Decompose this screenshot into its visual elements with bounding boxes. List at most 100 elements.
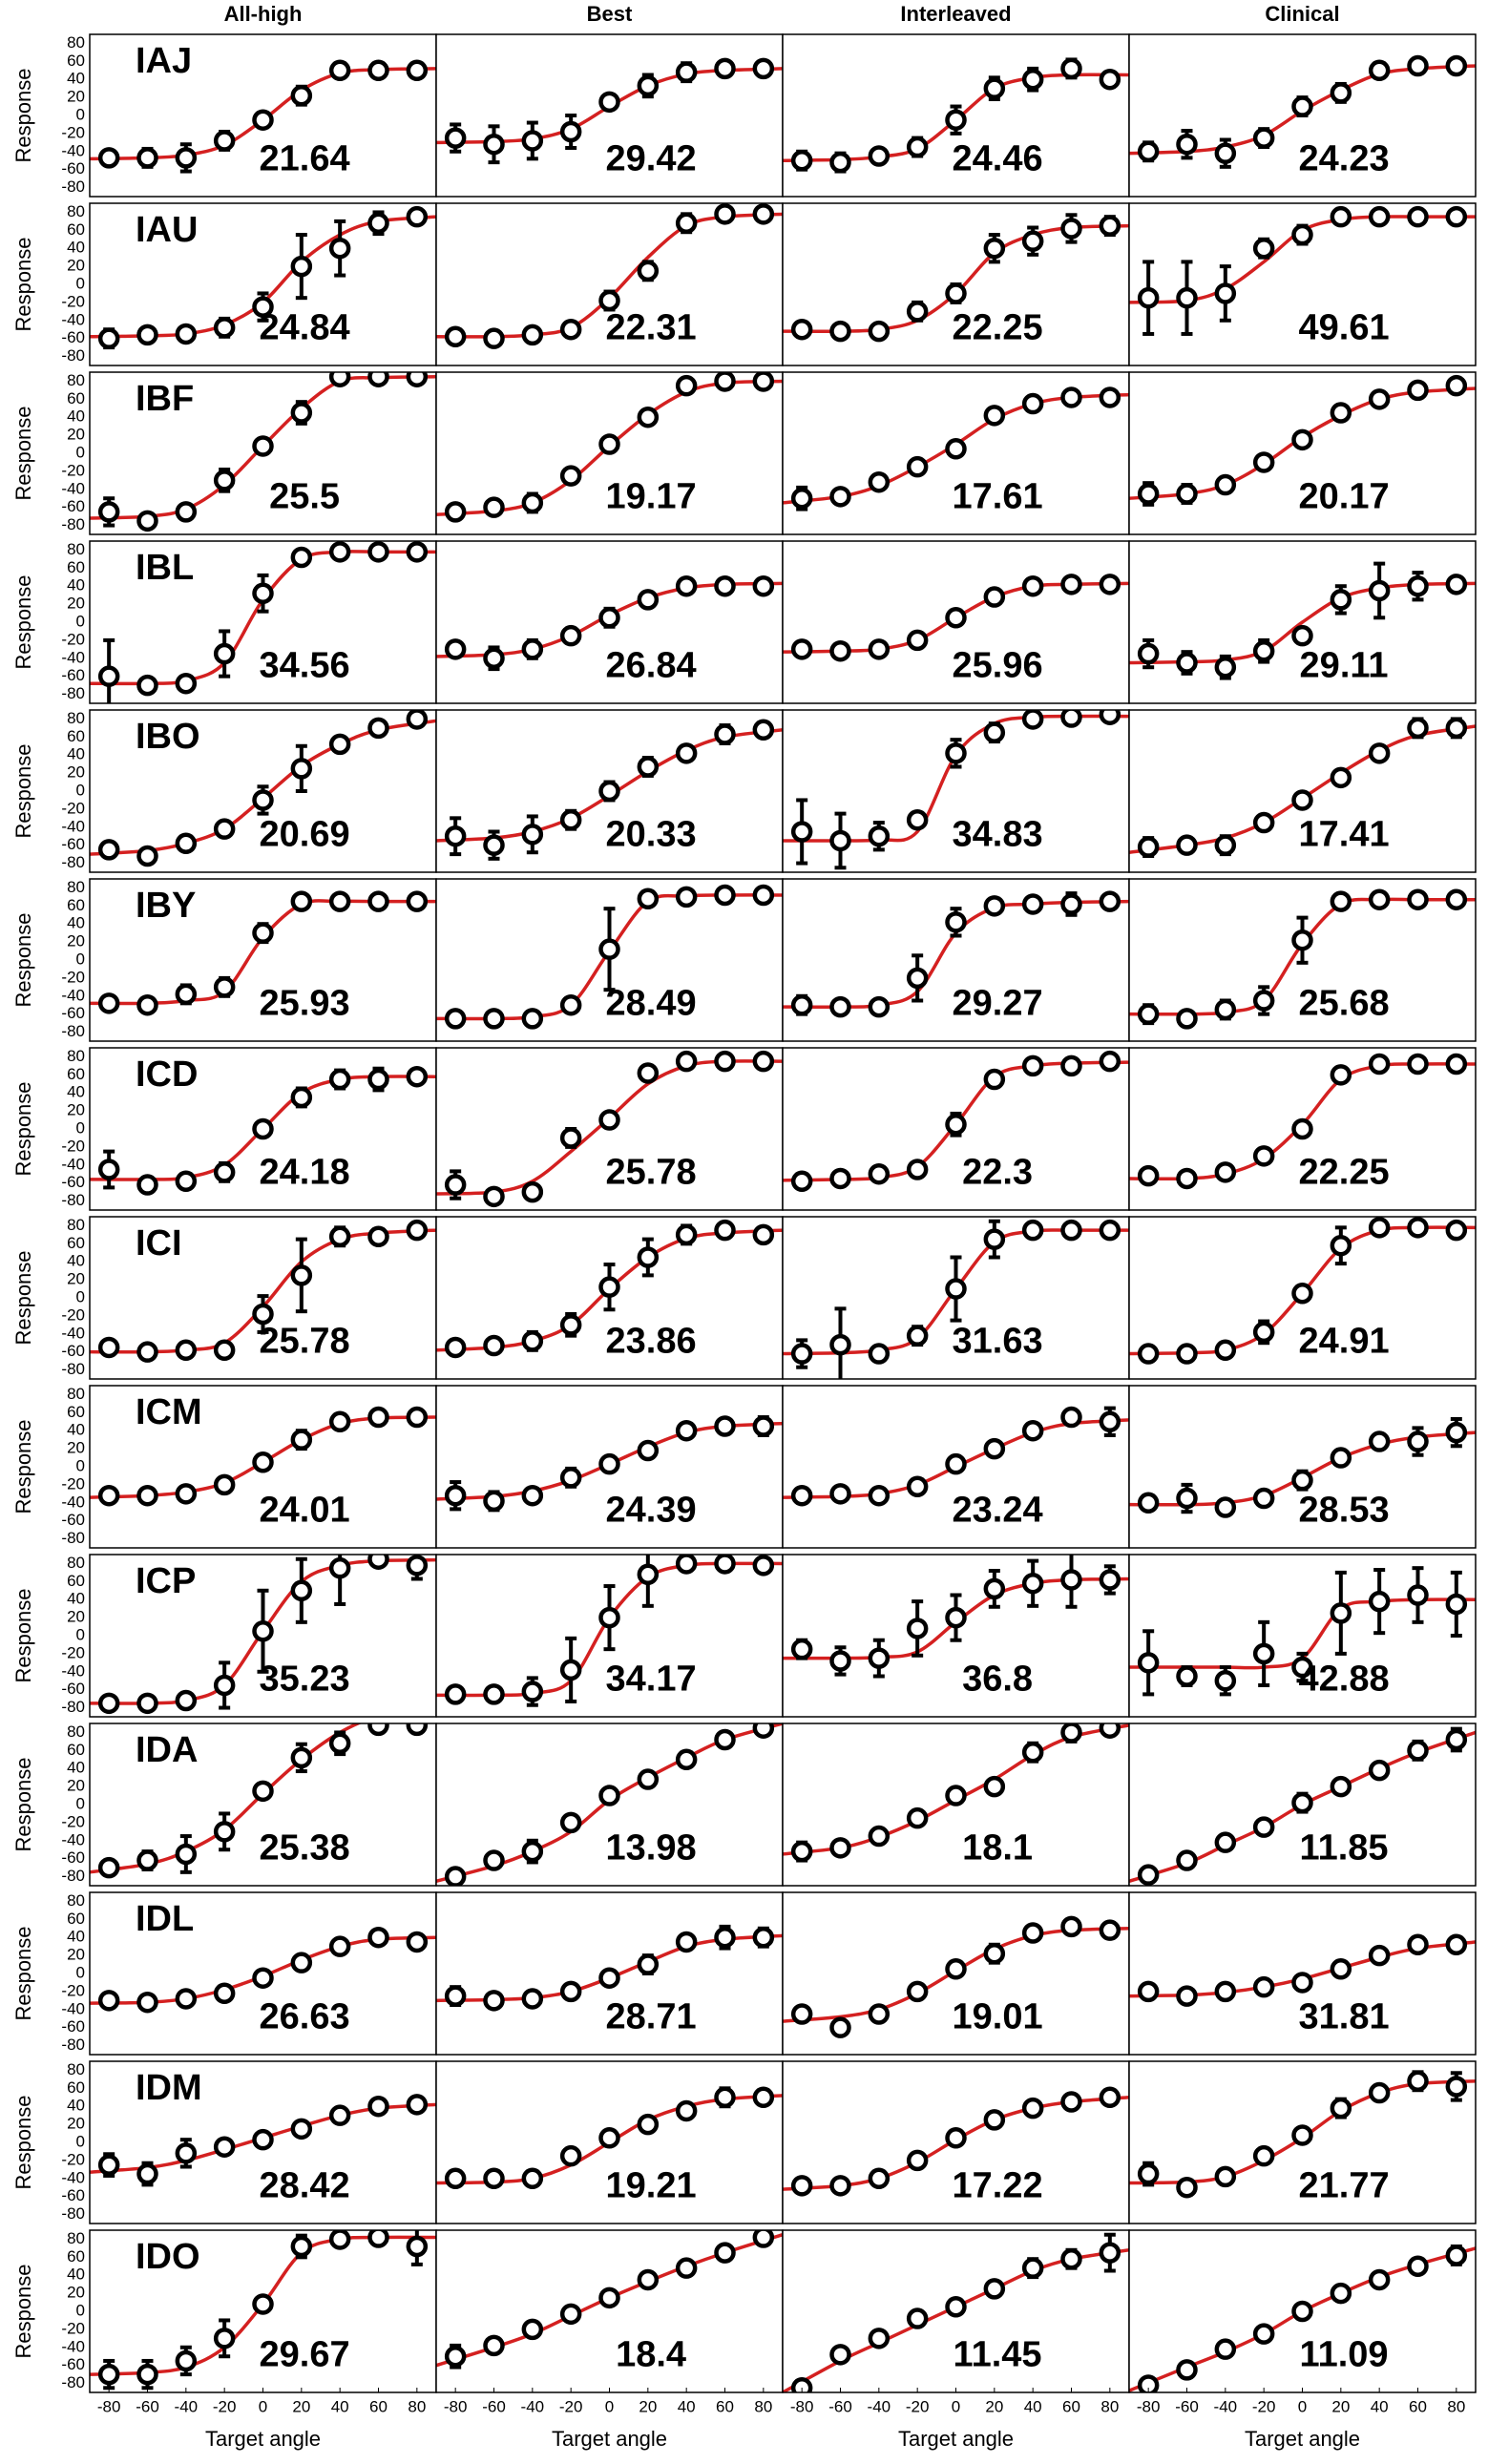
mean-marker	[1252, 1642, 1275, 1665]
mean-marker	[1176, 1665, 1198, 1687]
mean-marker	[675, 1555, 698, 1575]
mean-marker	[1407, 1740, 1429, 1762]
row-name: IBF	[136, 379, 194, 419]
mean-marker	[328, 1225, 351, 1248]
mean-marker	[367, 1225, 389, 1248]
y-axis-label: Response	[11, 1250, 35, 1345]
mean-marker	[1368, 579, 1391, 602]
mean-marker	[829, 1167, 851, 1190]
row-name: ICD	[136, 1055, 198, 1095]
mean-marker	[829, 486, 851, 508]
panel	[783, 372, 1129, 534]
mean-marker	[521, 2318, 544, 2341]
mean-marker	[1291, 2300, 1313, 2323]
mean-marker	[829, 1483, 851, 1505]
mean-marker	[406, 59, 429, 82]
mean-marker	[1445, 54, 1468, 77]
panel	[436, 879, 783, 1041]
mean-marker	[790, 1170, 813, 1193]
mean-marker	[598, 2287, 620, 2309]
mean-marker	[790, 1343, 813, 1365]
panel-value: 21.64	[260, 139, 350, 179]
y-tick-label: 80	[67, 33, 85, 52]
mean-marker	[252, 109, 274, 131]
y-tick-label: 0	[76, 2132, 85, 2150]
mean-marker	[367, 890, 389, 912]
mean-marker	[714, 1050, 736, 1073]
mean-marker	[483, 327, 505, 349]
mean-marker	[328, 2104, 351, 2126]
panel	[1129, 1723, 1476, 1886]
mean-marker	[1214, 142, 1237, 164]
mean-marker	[1176, 1849, 1198, 1871]
y-tick-label: -20	[61, 968, 85, 986]
y-tick-label: -20	[61, 461, 85, 479]
mean-marker	[675, 374, 698, 397]
mean-marker	[675, 1931, 698, 1953]
panel-value: 25.38	[260, 1828, 350, 1869]
mean-marker	[1099, 2242, 1121, 2264]
mean-marker	[559, 1467, 582, 1489]
mean-marker	[444, 127, 467, 149]
mean-marker	[598, 1109, 620, 1131]
panel-value: 22.25	[953, 308, 1043, 348]
mean-marker	[1368, 1944, 1391, 1967]
mean-marker	[1021, 68, 1044, 91]
mean-marker	[1252, 2144, 1275, 2167]
x-tick-label: -60	[482, 2397, 506, 2415]
panel	[90, 1555, 436, 1717]
mean-marker	[1445, 2076, 1468, 2098]
mean-marker	[1291, 1656, 1313, 1679]
mean-marker	[175, 1843, 198, 1866]
mean-marker	[1021, 1055, 1044, 1077]
mean-marker	[328, 59, 351, 82]
y-tick-label: 0	[76, 2301, 85, 2319]
mean-marker	[1060, 574, 1082, 595]
mean-marker	[829, 320, 851, 343]
mean-marker	[1176, 1487, 1198, 1510]
mean-marker	[483, 834, 505, 856]
panel	[436, 1723, 783, 1886]
mean-marker	[406, 1219, 429, 1242]
y-tick-label: -60	[61, 666, 85, 684]
mean-marker	[290, 1264, 313, 1286]
mean-marker	[983, 1942, 1006, 1965]
mean-marker	[1060, 386, 1082, 408]
panel-value: 22.25	[1299, 1153, 1390, 1193]
y-tick-label: 40	[67, 239, 85, 257]
y-axis-label: Response	[11, 1588, 35, 1682]
panel	[1129, 1386, 1476, 1548]
mean-marker	[1330, 1447, 1352, 1469]
y-tick-label: 0	[76, 1287, 85, 1305]
mean-marker	[637, 756, 660, 778]
mean-marker	[136, 1174, 158, 1196]
mean-marker	[1368, 1430, 1391, 1452]
mean-marker	[1330, 1775, 1352, 1798]
mean-marker	[97, 2154, 120, 2176]
mean-marker	[906, 1806, 929, 1829]
mean-marker	[444, 325, 467, 348]
mean-marker	[521, 324, 544, 346]
mean-marker	[1368, 59, 1391, 82]
mean-marker	[945, 1606, 967, 1629]
mean-marker	[1330, 1234, 1352, 1257]
mean-marker	[175, 672, 198, 695]
mean-marker	[444, 2167, 467, 2190]
mean-marker	[521, 638, 544, 660]
y-axis-label: Response	[11, 1926, 35, 2020]
panel-value: 23.24	[953, 1491, 1043, 1531]
mean-marker	[637, 2268, 660, 2291]
panel-frame	[1129, 1386, 1476, 1548]
y-tick-label: 20	[67, 257, 85, 275]
panel-value: 18.4	[616, 2335, 686, 2375]
mean-marker	[290, 84, 313, 107]
mean-marker	[868, 2328, 891, 2349]
y-tick-label: -80	[61, 2036, 85, 2054]
panel-value: 20.33	[606, 815, 697, 855]
panel-value: 34.83	[953, 815, 1043, 855]
mean-marker	[406, 2094, 429, 2116]
mean-marker	[213, 1161, 236, 1183]
mean-marker	[945, 1785, 967, 1806]
mean-marker	[906, 301, 929, 323]
panel-value: 19.21	[606, 2166, 697, 2206]
